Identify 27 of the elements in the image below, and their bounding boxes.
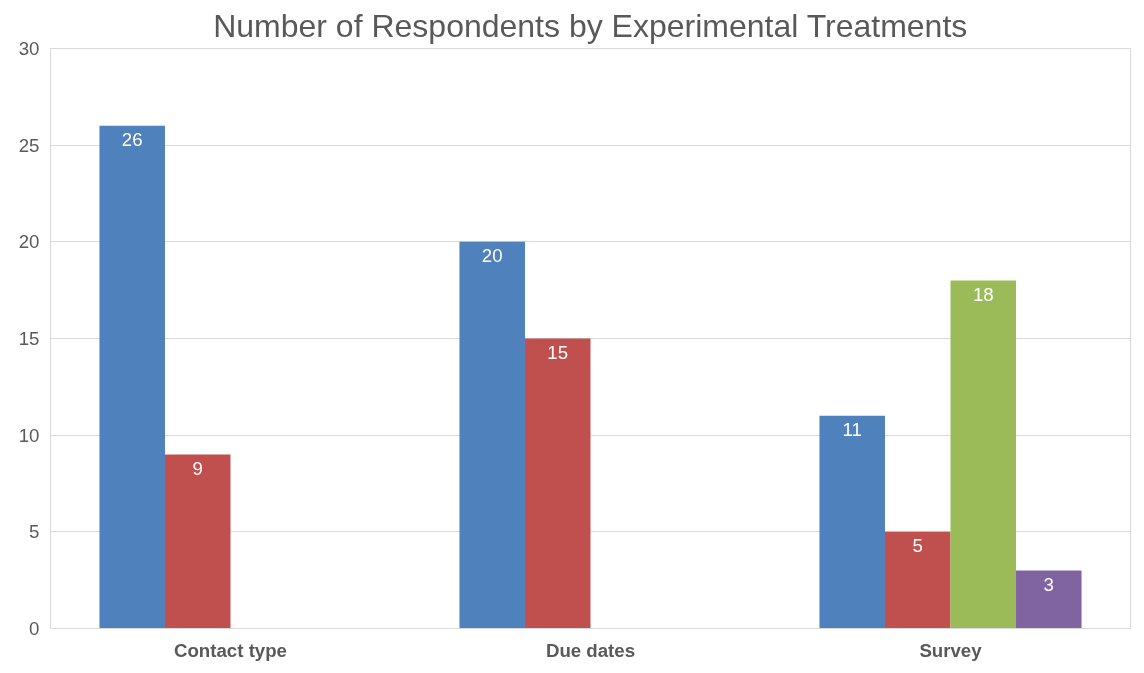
data-label: 9 [192,457,203,479]
data-label: 15 [547,341,569,363]
chart-title: Number of Respondents by Experimental Treatments [213,7,968,44]
y-tick-label: 30 [18,38,40,59]
bar [99,125,165,629]
y-tick-label: 10 [18,424,40,446]
data-label: 18 [972,283,994,305]
y-tick-label: 25 [18,134,40,156]
x-tick-label: Due dates [545,639,636,661]
data-label: 20 [481,244,503,266]
x-tick-label: Survey [919,639,983,661]
data-label: 11 [842,418,862,440]
bar [950,280,1017,629]
y-tick-label: 5 [29,521,40,543]
data-label: 26 [121,128,143,150]
bar [819,415,885,629]
bar [164,454,231,629]
y-tick-label: 15 [18,328,40,349]
bar [1016,570,1082,629]
data-label: 3 [1043,573,1054,595]
y-tick-label: 0 [29,618,40,639]
y-tick-label: 20 [18,231,40,253]
bar [524,338,591,629]
data-label: 5 [912,534,923,556]
x-tick-label: Contact type [174,639,288,661]
bar [459,241,525,629]
bar [884,531,951,629]
